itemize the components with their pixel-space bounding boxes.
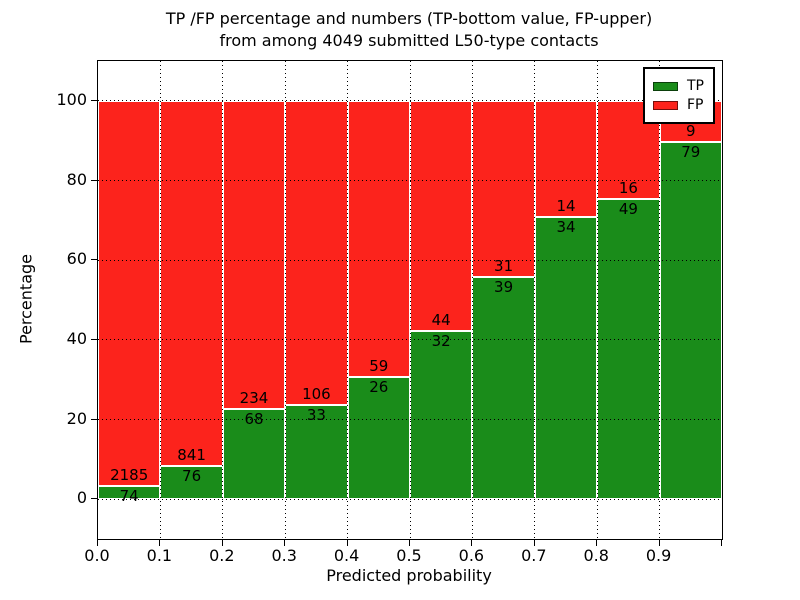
- legend-entry-fp: FP: [653, 97, 704, 113]
- tp-count-label: 26: [369, 378, 389, 397]
- gridline-vertical: [222, 61, 224, 539]
- gridline-vertical: [159, 61, 161, 539]
- fp-bar-segment: [222, 100, 286, 410]
- x-tick-label: 0.6: [458, 546, 485, 565]
- fp-bar-segment: [410, 100, 473, 332]
- tp-bar-segment: [659, 141, 722, 500]
- chart-title-line1: TP /FP percentage and numbers (TP-bottom…: [165, 9, 653, 28]
- y-tick-label: 0: [76, 488, 87, 508]
- fp-count-label: 841: [177, 446, 206, 465]
- tp-count-label: 79: [681, 142, 701, 161]
- tp-count-label: 34: [556, 218, 576, 236]
- fp-count-label: 14: [556, 197, 576, 215]
- gridline-vertical: [659, 61, 661, 539]
- gridline-vertical: [534, 61, 536, 539]
- x-axis-tick: [221, 540, 223, 546]
- x-axis-tick: [721, 540, 722, 546]
- fp-count-label: 106: [302, 384, 331, 403]
- x-axis-tick: [284, 540, 286, 546]
- tp-count-label: 33: [306, 405, 326, 424]
- gridline-vertical: [471, 61, 473, 539]
- x-axis-tick: [471, 540, 473, 546]
- x-tick-label: 0.0: [84, 546, 110, 565]
- y-axis-tick: [91, 259, 97, 261]
- gridline-vertical: [347, 61, 349, 539]
- plot-area: TP FP 2185 74 841 76 234 68 106 33 59 26 44 32 31 39 1…: [97, 60, 723, 540]
- fp-count-label: 2185: [110, 466, 149, 485]
- gridline-vertical: [284, 61, 286, 539]
- tp-bar-segment: [534, 217, 598, 500]
- tp-count-label: 74: [119, 487, 139, 506]
- y-tick-label: 40: [66, 328, 87, 348]
- tp-bar-segment: [98, 486, 161, 500]
- fp-bar-segment: [534, 100, 598, 217]
- tp-bar-segment: [285, 404, 348, 500]
- legend-label-tp: TP: [687, 78, 704, 94]
- y-tick-label: 60: [66, 249, 87, 269]
- x-tick-label: 0.8: [583, 546, 609, 565]
- tp-count-label: 39: [494, 278, 514, 297]
- tp-bar-segment: [347, 377, 410, 500]
- tp-bar-segment: [160, 466, 223, 500]
- x-tick-label: 0.4: [333, 546, 360, 565]
- x-tick-label: 0.3: [271, 546, 297, 565]
- x-axis-tick: [596, 540, 598, 546]
- tp-count-label: 49: [618, 199, 638, 218]
- fp-count-label: 31: [494, 257, 514, 276]
- x-tick-label: 0.5: [396, 546, 422, 565]
- x-axis-tick: [409, 540, 410, 546]
- x-axis-tick: [159, 540, 161, 546]
- legend: TP FP: [643, 67, 715, 124]
- x-tick-label: 0.2: [209, 546, 235, 565]
- legend-entry-tp: TP: [653, 78, 704, 94]
- x-axis-tick: [97, 540, 98, 546]
- tp-swatch-icon: [653, 81, 678, 91]
- legend-label-fp: FP: [687, 97, 704, 113]
- fp-count-label: 234: [239, 389, 269, 408]
- fp-bar-segment: [285, 100, 348, 405]
- fp-count-label: 44: [431, 311, 451, 330]
- tp-count-label: 32: [431, 332, 451, 351]
- tp-count-label: 68: [244, 410, 264, 429]
- tp-bar-segment: [472, 277, 535, 500]
- x-tick-label: 0.7: [521, 546, 547, 565]
- fp-bar-segment: [347, 100, 410, 378]
- chart-title-line2: from among 4049 submitted L50-type conta…: [219, 31, 599, 50]
- y-tick-label: 100: [56, 89, 87, 109]
- y-axis-tick: [91, 418, 97, 420]
- x-axis-tick: [658, 540, 660, 546]
- x-axis-tick: [533, 540, 535, 546]
- fp-count-label: 9: [686, 121, 696, 140]
- y-axis-label: Percentage: [16, 253, 36, 345]
- fp-bar-segment: [472, 100, 535, 278]
- tp-count-label: 76: [182, 467, 202, 486]
- fp-count-label: 59: [369, 357, 389, 376]
- y-axis-tick: [91, 338, 97, 340]
- tp-bar-segment: [597, 198, 660, 500]
- y-axis-tick: [91, 99, 97, 101]
- x-axis-tick: [346, 540, 348, 546]
- x-tick-label: 0.1: [146, 546, 173, 565]
- tp-bar-segment: [410, 331, 473, 500]
- fp-bar-segment: [98, 100, 161, 487]
- gridline-vertical: [596, 61, 598, 539]
- y-axis-tick: [91, 498, 97, 500]
- chart-title: TP /FP percentage and numbers (TP-bottom…: [97, 8, 721, 52]
- x-tick-label: 0.9: [645, 546, 672, 565]
- fp-count-label: 16: [618, 178, 638, 197]
- y-tick-label: 80: [66, 169, 87, 189]
- y-tick-label: 20: [66, 408, 87, 428]
- fp-bar-segment: [160, 100, 223, 467]
- y-axis-tick: [91, 179, 97, 181]
- fp-swatch-icon: [653, 100, 678, 110]
- x-axis-label: Predicted probability: [326, 566, 492, 585]
- gridline-vertical: [409, 61, 411, 539]
